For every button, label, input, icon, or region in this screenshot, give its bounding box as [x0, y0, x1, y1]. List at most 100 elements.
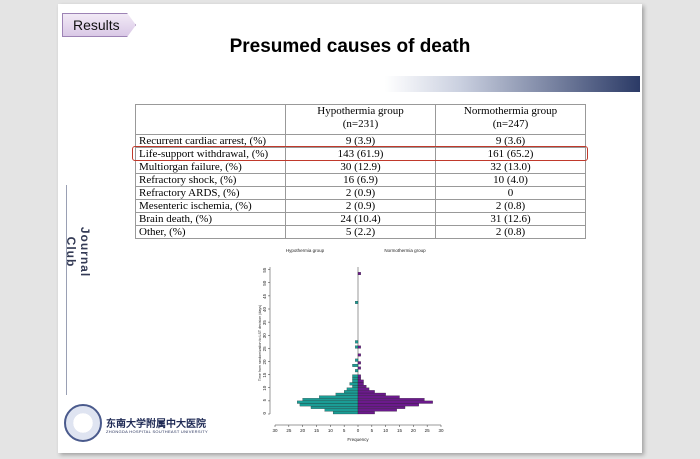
table-row: Refractory shock, (%) 16 (6.9) 10 (4.0): [135, 173, 586, 187]
bar: [352, 385, 359, 388]
bar: [302, 398, 359, 401]
logo: [64, 404, 102, 442]
cell: 2 (0.9): [285, 186, 436, 200]
y-tick-label: 55: [262, 267, 267, 273]
col-n: (n=247): [492, 118, 529, 130]
bar: [357, 403, 419, 407]
bar: [357, 395, 400, 399]
table-row: Mesenteric ischemia, (%) 2 (0.9) 2 (0.8): [135, 199, 586, 213]
institution-en: ZHONGDA HOSPITAL SOUTHEAST UNIVERSITY: [106, 429, 208, 434]
y-tick-label: 5: [262, 398, 267, 401]
table-row: Refractory ARDS, (%) 2 (0.9) 0: [135, 186, 586, 200]
bar: [352, 379, 359, 383]
x-tick-label: 20: [411, 428, 417, 433]
table: Hypothermia group (n=231) Normothermia gr…: [135, 104, 586, 239]
x-tick-label: 10: [328, 428, 334, 433]
table-row: Other, (%) 5 (2.2) 2 (0.8): [135, 225, 586, 239]
row-label: Refractory shock, (%): [135, 173, 286, 187]
bar: [352, 374, 359, 378]
bar: [332, 411, 359, 415]
bar: [310, 406, 359, 409]
header-cell: Hypothermia group (n=231): [285, 104, 436, 135]
bar: [357, 374, 361, 378]
cell: 2 (0.9): [285, 199, 436, 213]
bar: [357, 411, 375, 415]
institution: 东南大学附属中大医院: [106, 419, 206, 430]
row-label: Recurrent cardiac arrest, (%): [135, 134, 286, 148]
cell: 143 (61.9): [285, 147, 436, 161]
header-row: Hypothermia group (n=231) Normothermia gr…: [135, 104, 586, 135]
bar: [349, 382, 359, 386]
table-row: Recurrent cardiac arrest, (%) 9 (3.9) 9 (3…: [135, 134, 586, 148]
x-axis-label: Frequency: [347, 437, 369, 442]
cell: 9 (3.9): [285, 134, 436, 148]
row-label: Other, (%): [135, 225, 286, 239]
cell: 30 (12.9): [285, 160, 436, 174]
bar: [357, 345, 361, 349]
cell: 32 (13.0): [435, 160, 586, 174]
x-tick-label: 0: [357, 428, 360, 433]
bar: [357, 390, 375, 394]
row-label: Multiorgan failure, (%): [135, 160, 286, 174]
bar: [357, 385, 367, 388]
table-row: Life-support withdrawal, (%) 143 (61.9) 16…: [135, 147, 586, 161]
bar: [297, 400, 359, 404]
legend-right: Normothermia group: [384, 248, 426, 253]
bar: [357, 398, 425, 401]
x-tick-label: 20: [300, 428, 306, 433]
row-label: Life-support withdrawal, (%): [135, 147, 286, 161]
x-tick-label: 25: [425, 428, 431, 433]
cell: 0: [435, 186, 586, 200]
cell: 10 (4.0): [435, 173, 586, 187]
col-name: Normothermia group: [463, 105, 558, 117]
bar: [357, 353, 361, 357]
bar: [355, 301, 359, 304]
row-label: Brain death, (%): [135, 212, 286, 226]
y-axis-label: Time from randomization to LST decision …: [258, 305, 262, 381]
x-tick-label: 30: [272, 428, 278, 433]
slide-title: Presumed causes of death: [229, 36, 471, 57]
decor-bar: [385, 76, 640, 92]
bar: [344, 390, 359, 394]
table-body: Recurrent cardiac arrest, (%) 9 (3.9) 9 (3…: [135, 134, 586, 239]
x-tick-label: 30: [438, 428, 444, 433]
bar: [357, 377, 361, 380]
table-row: Brain death, (%) 24 (10.4) 31 (12.6): [135, 212, 586, 226]
header-cell: [135, 104, 286, 135]
bar: [357, 272, 361, 275]
bar: [352, 377, 359, 380]
y-tick-label: 15: [262, 372, 267, 378]
row-label: Refractory ARDS, (%): [135, 186, 286, 200]
bar: [324, 408, 359, 412]
bar: [357, 382, 364, 386]
x-tick-label: 10: [383, 428, 389, 433]
bar: [352, 364, 359, 367]
cell: 9 (3.6): [435, 134, 586, 148]
y-tick-label: 20: [262, 359, 267, 365]
bar: [319, 395, 359, 399]
col-name: Hypothermia group: [317, 105, 404, 117]
cell: 2 (0.8): [435, 225, 586, 239]
y-tick-label: 50: [262, 280, 267, 286]
col-n: (n=231): [342, 118, 379, 130]
bar: [355, 340, 359, 344]
bar: [357, 392, 386, 396]
bar: [335, 392, 359, 396]
y-tick-label: 10: [262, 385, 267, 391]
y-tick-label: 0: [262, 412, 267, 415]
cell: 2 (0.8): [435, 199, 586, 213]
y-tick-label: 40: [262, 307, 267, 313]
bar: [357, 361, 361, 365]
bar: [346, 387, 359, 391]
bar: [299, 403, 359, 407]
sidebar-label: Journal Club: [64, 226, 92, 278]
bar: [357, 366, 361, 370]
x-tick-label: 5: [343, 428, 346, 433]
x-tick-label: 15: [397, 428, 403, 433]
cell: 24 (10.4): [285, 212, 436, 226]
x-tick-label: 5: [371, 428, 374, 433]
y-tick-label: 30: [262, 333, 267, 339]
header-cell: Normothermia group (n=247): [435, 104, 586, 135]
legend-left: Hypothermia group: [286, 248, 325, 253]
cell: 31 (12.6): [435, 212, 586, 226]
